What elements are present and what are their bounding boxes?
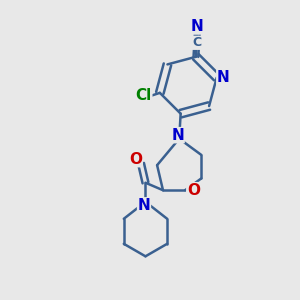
- Text: O: O: [187, 183, 200, 198]
- Text: N: N: [191, 19, 204, 34]
- Text: N: N: [171, 128, 184, 143]
- Text: N: N: [138, 198, 150, 213]
- Text: N: N: [217, 70, 230, 85]
- Text: C: C: [192, 36, 201, 49]
- Text: O: O: [129, 152, 142, 167]
- Text: Cl: Cl: [136, 88, 152, 103]
